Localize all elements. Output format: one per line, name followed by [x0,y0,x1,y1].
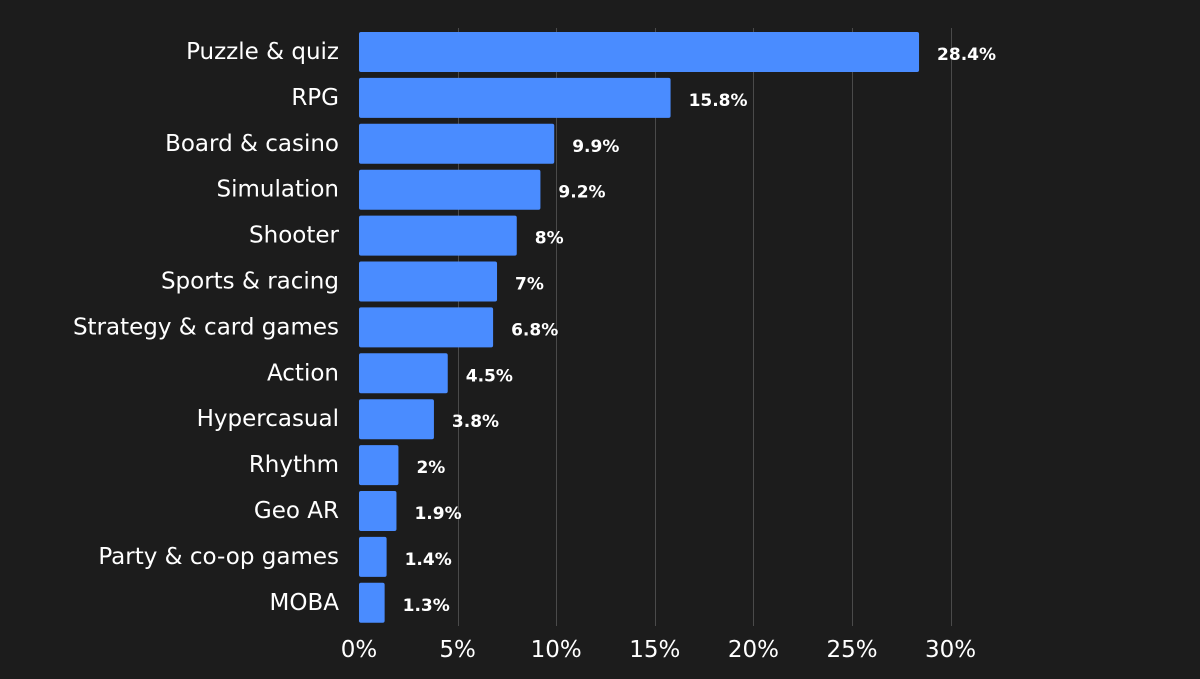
category-label: Sports & racing [161,269,339,295]
category-label: MOBA [270,590,340,616]
category-label: RPG [291,85,339,111]
bar [359,169,541,210]
bar [359,32,920,72]
category-label: Simulation [216,177,339,203]
value-label: 2% [416,458,445,478]
bar [359,215,517,256]
category-label: Party & co-op games [98,544,339,570]
category-label: Puzzle & quiz [186,39,339,65]
x-tick-layer: 0% 5% 10% 15% 20% 25% 30% [341,637,976,663]
category-label-layer: Puzzle & quiz RPG Board & casino Simulation… [73,39,340,616]
value-label: 4.5% [466,366,513,386]
x-tick-label: 20% [728,637,779,663]
x-tick-label: 15% [629,637,680,663]
bar [359,445,399,486]
value-label: 1.9% [414,504,461,524]
bar [359,123,555,164]
value-label: 9.9% [572,137,619,157]
category-label: Hypercasual [197,406,339,432]
x-tick-label: 5% [439,637,476,663]
x-tick-label: 10% [531,637,582,663]
value-label: 15.8% [689,91,748,111]
bar [359,582,385,623]
value-label: 7% [515,275,544,295]
bar [359,77,671,118]
x-tick-label: 30% [925,637,976,663]
x-tick-label: 25% [826,637,877,663]
bar [359,536,387,577]
value-label: 6.8% [511,320,558,340]
category-label: Shooter [249,223,339,249]
category-label: Board & casino [165,131,339,157]
bar [359,491,397,531]
category-label: Strategy & card games [73,314,339,340]
value-label: 1.4% [405,550,452,570]
value-label: 8% [535,229,564,249]
value-label: 1.3% [403,596,450,616]
category-label: Action [267,360,339,386]
value-label: 3.8% [452,412,499,432]
value-label: 28.4% [937,45,996,65]
bar [359,307,494,348]
bar [359,353,448,394]
bar [359,399,434,440]
bar [359,261,498,302]
category-label: Rhythm [249,452,339,478]
value-label: 9.2% [558,183,605,203]
category-label: Geo AR [254,498,339,524]
bar-layer [359,32,920,623]
x-tick-label: 0% [341,637,378,663]
value-label-layer: 28.4% 15.8% 9.9% 9.2% 8% 7% 6.8% 4.5% 3.8% 2% 1.9%… [403,45,996,616]
